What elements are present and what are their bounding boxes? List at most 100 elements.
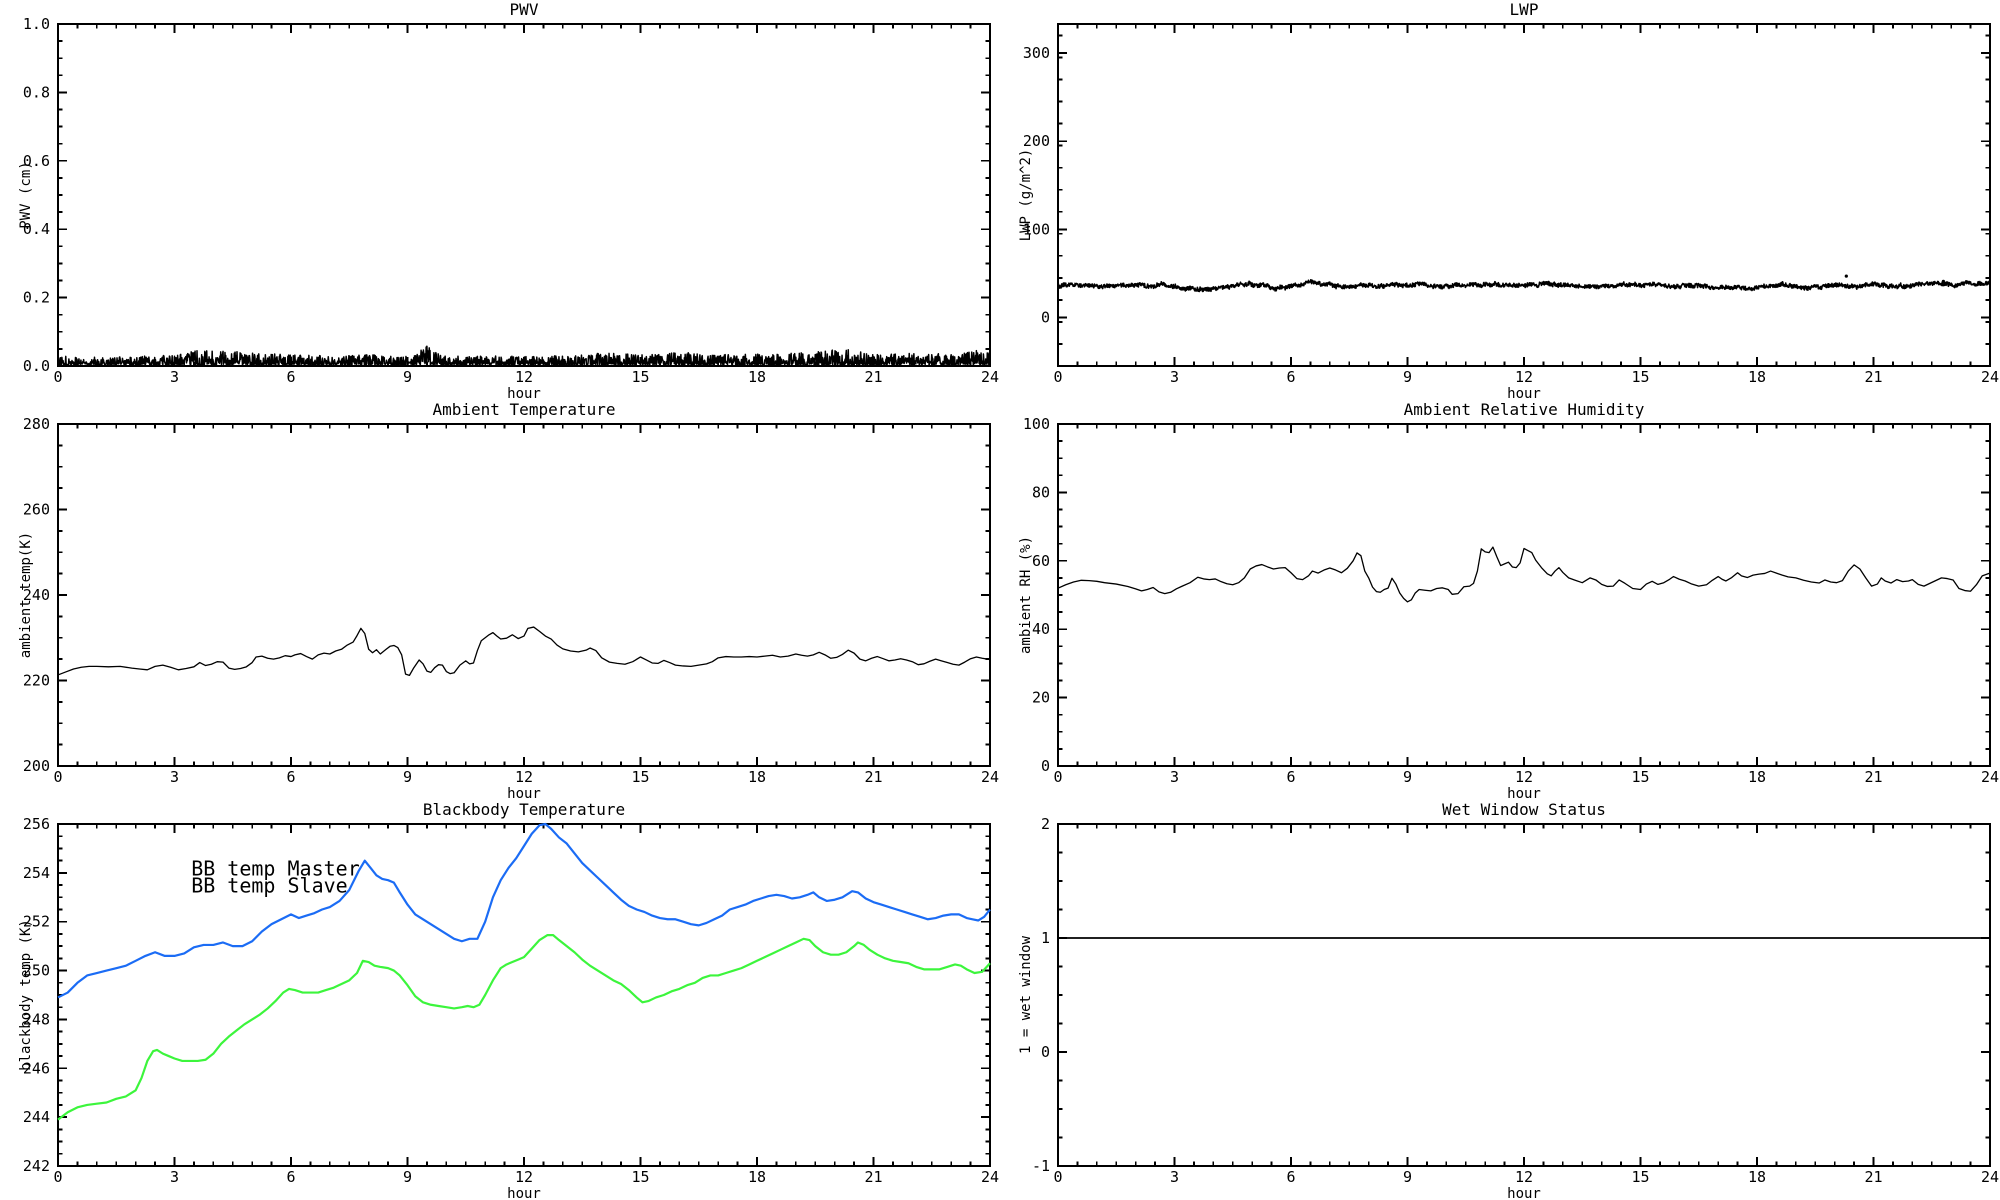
blackbody-temperature-plot: 0 3 6 9 12 15 18 21 24 242 244 246 248 250 252 254 256 Bl… (0, 800, 1000, 1200)
chart-lwp: 0 3 6 9 12 15 18 21 24 0 100 200 300 LWP hour LWP (g/m^… (1000, 0, 2000, 400)
tick-labels: 0 3 6 9 12 15 18 21 24 200 220 240 260 280 (23, 415, 999, 786)
x-tick-label: 18 (748, 768, 766, 786)
x-tick-label: 6 (1286, 1168, 1295, 1186)
x-tick-label: 21 (1864, 768, 1882, 786)
x-tick-label: 3 (170, 768, 179, 786)
y-tick-label: 2 (1041, 815, 1050, 833)
series-ambient-temp (57, 626, 991, 677)
x-tick-label: 24 (981, 1168, 999, 1186)
axes (57, 423, 991, 767)
x-tick-label: 21 (1864, 368, 1882, 386)
y-tick-label: 1 (1041, 929, 1050, 947)
y-tick-label: 80 (1032, 483, 1050, 501)
y-axis-label: blackbody temp (K) (18, 919, 34, 1071)
y-axis-label: ambient temp(K) (18, 532, 34, 658)
y-tick-label: 260 (23, 501, 50, 519)
x-tick-label: 3 (1170, 368, 1179, 386)
series-pwv (57, 345, 991, 366)
chart-wet-window-status: 0 3 6 9 12 15 18 21 24 -1 0 1 2 Wet Window Status hour… (1000, 800, 2000, 1200)
y-tick-label: 1.0 (23, 15, 50, 33)
x-tick-label: 9 (1403, 768, 1412, 786)
x-tick-label: 12 (515, 768, 533, 786)
legend-label: BB temp Slave (191, 873, 348, 897)
y-tick-label: 240 (23, 586, 50, 604)
ambient-temperature-plot: 0 3 6 9 12 15 18 21 24 200 220 240 260 280 Ambient Tem… (0, 400, 1000, 800)
x-tick-label: 24 (981, 368, 999, 386)
chart-title: Wet Window Status (1442, 800, 1606, 819)
y-tick-label: 0.2 (23, 289, 50, 307)
x-tick-label: 9 (403, 1168, 412, 1186)
y-axis-label: 1 = wet window (1018, 935, 1034, 1054)
x-tick-label: 15 (631, 768, 649, 786)
x-tick-label: 15 (1631, 768, 1649, 786)
chart-pwv: 0 3 6 9 12 15 18 21 24 0.0 0.2 0.4 0.6 0.8 1.0 PWV hour P… (0, 0, 1000, 400)
x-tick-label: 18 (748, 368, 766, 386)
axes (1057, 23, 1991, 367)
y-tick-label: 252 (23, 913, 50, 931)
x-tick-label: 3 (170, 368, 179, 386)
series-bb-temp-slave (57, 934, 991, 1121)
x-tick-label: 0 (1053, 368, 1062, 386)
tick-labels: 0 3 6 9 12 15 18 21 24 0 100 200 300 (1023, 44, 1999, 386)
x-tick-label: 9 (1403, 368, 1412, 386)
y-tick-label: 246 (23, 1059, 50, 1077)
chart-title: Ambient Relative Humidity (1404, 400, 1645, 419)
y-tick-label: 20 (1032, 689, 1050, 707)
y-tick-label: 200 (1023, 132, 1050, 150)
plot-frame (1057, 823, 1991, 1167)
x-tick-label: 0 (53, 768, 62, 786)
tick-labels: 0 3 6 9 12 15 18 21 24 0 20 40 60 80 100 (1023, 415, 1999, 786)
x-tick-label: 6 (286, 1168, 295, 1186)
x-tick-label: 21 (864, 768, 882, 786)
chart-title: Blackbody Temperature (423, 800, 625, 819)
y-tick-label: 0 (1041, 309, 1050, 327)
y-tick-label: 60 (1032, 552, 1050, 570)
x-tick-label: 6 (1286, 368, 1295, 386)
y-tick-label: 0 (1041, 757, 1050, 775)
x-tick-label: 9 (403, 768, 412, 786)
x-tick-label: 0 (1053, 768, 1062, 786)
y-tick-label: 256 (23, 815, 50, 833)
x-axis-label: hour (1507, 386, 1541, 400)
x-tick-label: 3 (170, 1168, 179, 1186)
y-tick-label: 0.4 (23, 220, 50, 238)
axes (57, 23, 991, 367)
y-tick-label: 200 (23, 757, 50, 775)
lwp-plot: 0 3 6 9 12 15 18 21 24 0 100 200 300 LWP hour LWP (g/m^… (1000, 0, 2000, 400)
tick-labels: 0 3 6 9 12 15 18 21 24 0.0 0.2 0.4 0.6 0.8 1.0 (23, 15, 999, 386)
x-tick-label: 3 (1170, 1168, 1179, 1186)
x-tick-label: 18 (748, 1168, 766, 1186)
x-tick-label: 12 (1515, 1168, 1533, 1186)
y-tick-label: 100 (1023, 415, 1050, 433)
y-tick-label: 220 (23, 672, 50, 690)
plot-frame (57, 23, 991, 367)
x-tick-label: 9 (1403, 1168, 1412, 1186)
chart-ambient-relative-humidity: 0 3 6 9 12 15 18 21 24 0 20 40 60 80 100 Ambient Relati… (1000, 400, 2000, 800)
x-tick-label: 0 (53, 368, 62, 386)
x-tick-label: 3 (1170, 768, 1179, 786)
chart-ambient-temperature: 0 3 6 9 12 15 18 21 24 200 220 240 260 280 Ambient Tem… (0, 400, 1000, 800)
x-tick-label: 24 (1981, 368, 1999, 386)
x-tick-label: 24 (981, 768, 999, 786)
y-tick-label: 250 (23, 962, 50, 980)
outlier-point (1844, 274, 1848, 278)
pwv-plot: 0 3 6 9 12 15 18 21 24 0.0 0.2 0.4 0.6 0.8 1.0 PWV hour P… (0, 0, 1000, 400)
x-axis-label: hour (1507, 1186, 1541, 1200)
tick-labels: 0 3 6 9 12 15 18 21 24 242 244 246 248 250 252 254 256 (23, 815, 999, 1186)
legend-label: BB temp Master (191, 856, 360, 880)
x-axis-label: hour (507, 1186, 541, 1200)
x-tick-label: 15 (631, 1168, 649, 1186)
y-tick-label: 280 (23, 415, 50, 433)
y-tick-label: 254 (23, 864, 50, 882)
series-lwp (1057, 278, 1991, 293)
x-tick-label: 21 (864, 1168, 882, 1186)
y-tick-label: 0.0 (23, 357, 50, 375)
x-tick-label: 12 (1515, 768, 1533, 786)
y-tick-label: 248 (23, 1010, 50, 1028)
x-tick-label: 15 (631, 368, 649, 386)
y-tick-label: -1 (1032, 1157, 1050, 1175)
y-axis-label: LWP (g/m^2) (1018, 149, 1034, 242)
